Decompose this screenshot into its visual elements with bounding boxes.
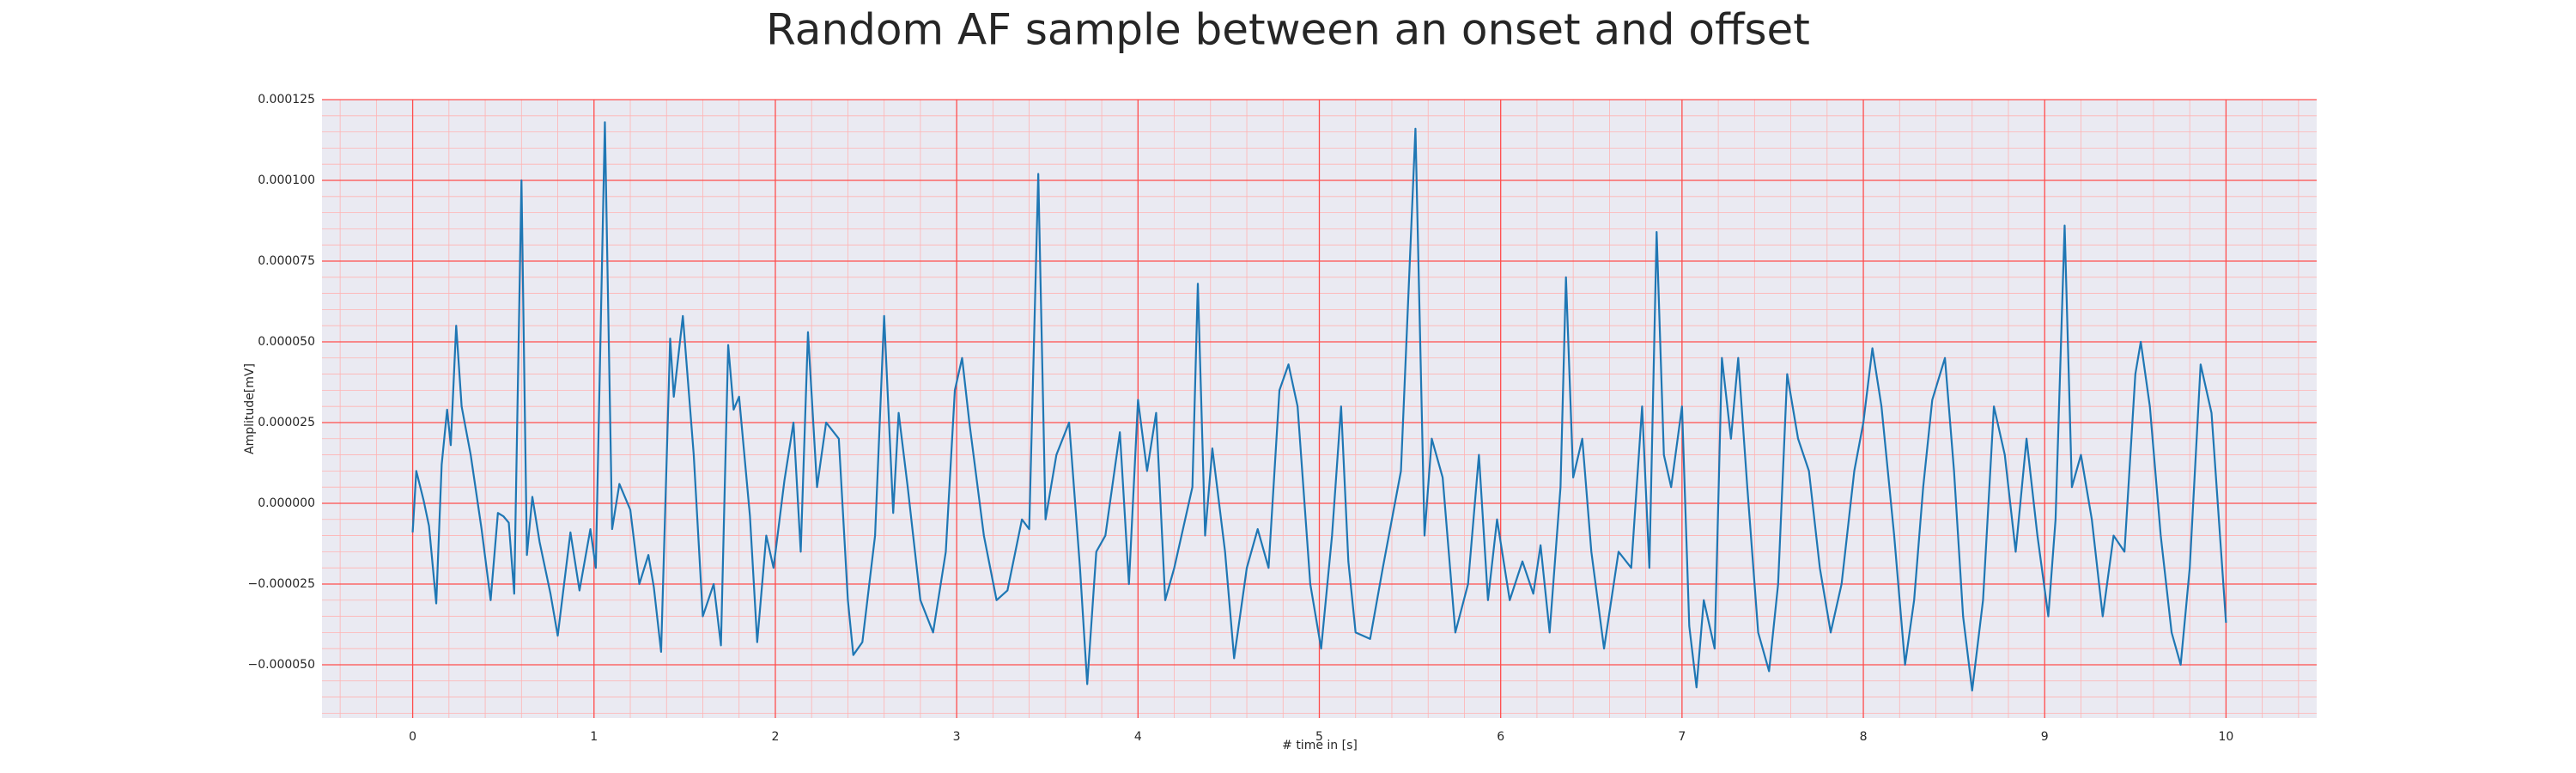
y-tick-label: −0.000050 <box>247 658 315 672</box>
y-tick-label: 0.000000 <box>258 496 315 510</box>
x-tick-label: 6 <box>1497 730 1504 744</box>
x-tick-label: 1 <box>590 730 598 744</box>
x-tick-label: 3 <box>953 730 961 744</box>
x-tick-label: 4 <box>1134 730 1142 744</box>
chart-title: Random AF sample between an onset and of… <box>766 5 1810 55</box>
x-tick-label: 5 <box>1315 730 1323 744</box>
x-tick-label: 7 <box>1678 730 1686 744</box>
x-axis-label: # time in [s] <box>1282 739 1358 752</box>
y-tick-label: 0.000025 <box>258 416 315 429</box>
x-tick-label: 0 <box>409 730 416 744</box>
x-tick-label: 10 <box>2218 730 2233 744</box>
x-tick-label: 9 <box>2041 730 2049 744</box>
y-tick-label: 0.000125 <box>258 93 315 107</box>
y-tick-label: 0.000050 <box>258 335 315 349</box>
y-axis-label: Amplitude[mV] <box>243 363 257 454</box>
x-tick-label: 2 <box>771 730 779 744</box>
y-tick-label: −0.000025 <box>247 577 315 591</box>
x-tick-label: 8 <box>1860 730 1868 744</box>
y-tick-label: 0.000075 <box>258 254 315 268</box>
signal-line <box>411 121 2227 692</box>
y-tick-label: 0.000100 <box>258 173 315 187</box>
